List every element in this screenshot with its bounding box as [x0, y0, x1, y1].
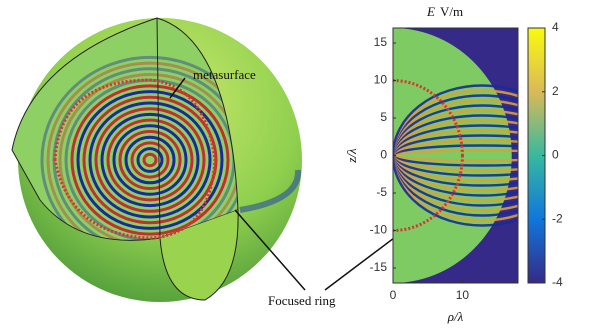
wave-ring — [393, 129, 518, 182]
x-axis-label: ρ/λ — [447, 309, 464, 324]
wave-ring — [118, 130, 182, 190]
wave-ring — [100, 112, 200, 208]
wave-ring — [393, 99, 518, 212]
wave-ring — [393, 149, 518, 162]
wave-ring — [393, 144, 518, 167]
wave-ring — [393, 124, 518, 187]
title-unit: V/m — [440, 4, 463, 19]
wave-ring — [142, 152, 158, 168]
wave-ring — [52, 67, 238, 241]
field — [393, 28, 518, 283]
field-domain — [393, 28, 512, 283]
wave-ring — [393, 114, 518, 197]
y-tick-label: -10 — [370, 223, 388, 237]
wave-ring — [88, 101, 212, 219]
metasurface — [393, 79, 464, 232]
leader — [169, 77, 186, 99]
wave-ring — [58, 73, 238, 241]
y-tick-label: -5 — [376, 185, 387, 199]
wave-ring — [106, 118, 194, 202]
y-tick-label: 10 — [374, 73, 388, 87]
colorbar-tick-label: 4 — [552, 20, 559, 34]
x-tick-label: 10 — [456, 288, 470, 302]
wave-ring — [136, 147, 164, 173]
y-tick-label: 15 — [374, 35, 388, 49]
wave-ring — [94, 107, 206, 213]
annotation: Focused ring — [268, 293, 336, 308]
y-tick-label: 5 — [380, 110, 387, 124]
sphere-render — [11, 17, 302, 302]
wave-ring — [46, 61, 238, 241]
y-tick-label: -15 — [370, 260, 388, 274]
wave-ring — [70, 84, 230, 236]
y-tick-label: 0 — [380, 148, 387, 162]
colorbar-tick-label: 0 — [552, 148, 559, 162]
title-symbol: E — [426, 4, 435, 19]
wave-ring — [40, 55, 238, 241]
plot: -15 -10 -5 0 5 10 15 0 10 ρ/λ z/λ E V/m -4 -2 0 2 4 — [344, 4, 563, 324]
wave-ring — [393, 139, 518, 172]
wave-ring — [130, 141, 170, 179]
colorbar-tick-label: -2 — [552, 211, 563, 225]
wave-ring — [393, 94, 518, 217]
wave-ring — [112, 124, 188, 196]
wave-ring — [393, 104, 518, 207]
wave-ring — [76, 90, 224, 230]
wave-ring — [393, 89, 518, 222]
colorbar-tick-label: 2 — [552, 84, 559, 98]
wave-ring — [393, 84, 518, 227]
wave-ring — [124, 135, 176, 185]
wave-ring — [393, 109, 518, 202]
x-tick-label: 0 — [390, 288, 397, 302]
annotation: metasurface — [193, 67, 256, 82]
wave-ring — [393, 134, 518, 177]
colorbar-tick-label: -4 — [552, 275, 563, 289]
y-axis-label: z/λ — [344, 148, 359, 164]
leader — [234, 209, 306, 291]
wave-ring — [393, 119, 518, 192]
